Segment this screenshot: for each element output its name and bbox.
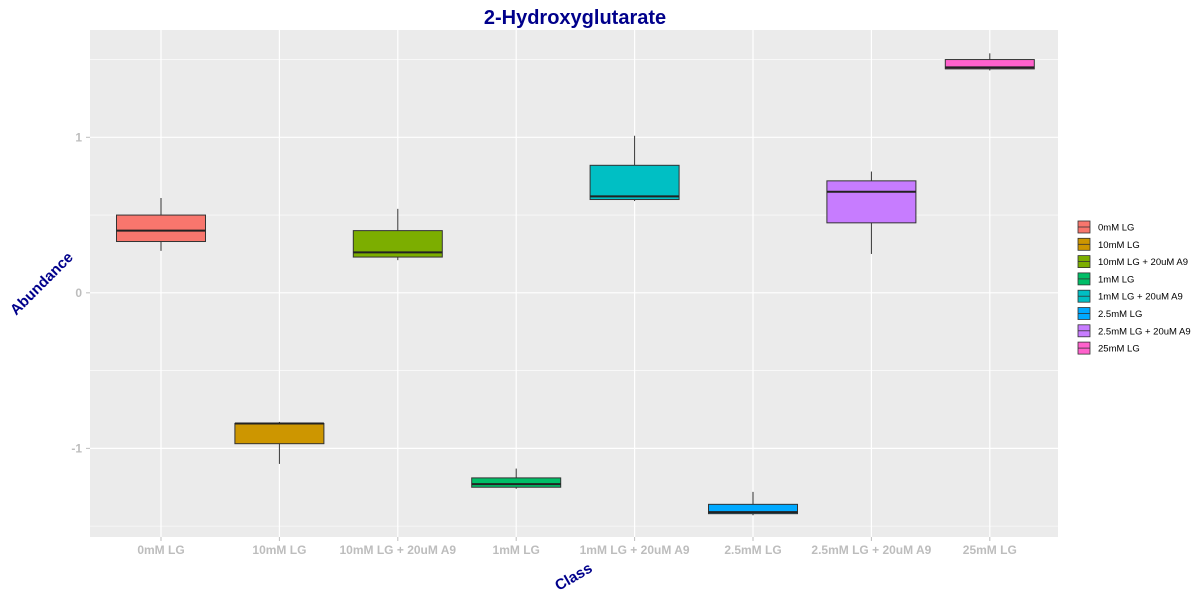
plot-panel	[90, 30, 1058, 537]
chart-title: 2-Hydroxyglutarate	[484, 7, 666, 29]
legend-item: 1mM LG + 20uM A9	[1077, 289, 1183, 303]
legend-label: 1mM LG	[1098, 274, 1134, 285]
box-6	[826, 171, 917, 254]
legend-label: 1mM LG + 20uM A9	[1098, 292, 1183, 303]
box-body	[826, 180, 917, 224]
x-tick-label: 1mM LG	[493, 543, 540, 557]
grid-lines	[90, 30, 1058, 537]
y-tick-label: 1	[75, 130, 82, 144]
y-axis-title: Abundance	[7, 249, 77, 319]
x-tick-label: 0mM LG	[137, 543, 184, 557]
legend-label: 25mM LG	[1098, 344, 1140, 355]
x-tick-label: 10mM LG + 20uM A9	[340, 543, 457, 557]
box-body	[234, 422, 325, 445]
box-body	[471, 477, 562, 488]
box-body	[708, 503, 798, 515]
legend-item: 2.5mM LG + 20uM A9	[1077, 324, 1191, 337]
box-body	[589, 164, 680, 201]
legend-item: 1mM LG	[1077, 272, 1134, 285]
box-body	[944, 59, 1035, 70]
x-tick-label: 2.5mM LG	[724, 543, 781, 557]
legend-label: 2.5mM LG + 20uM A9	[1098, 326, 1191, 337]
box-0	[116, 197, 206, 251]
y-axis-ticks: -1 0 1	[71, 130, 90, 455]
box-1	[234, 421, 325, 464]
box-7	[944, 53, 1035, 71]
x-tick-label: 10mM LG	[252, 543, 306, 557]
legend-item: 10mM LG + 20uM A9	[1077, 255, 1188, 268]
x-tick-label: 25mM LG	[963, 543, 1017, 557]
legend-label: 10mM LG	[1098, 240, 1140, 251]
box-5	[708, 491, 798, 516]
box-4	[589, 135, 680, 202]
x-axis-title: Class	[552, 560, 595, 595]
x-tick-label: 2.5mM LG + 20uM A9	[811, 543, 931, 557]
legend-label: 10mM LG + 20uM A9	[1098, 257, 1188, 268]
box-3	[471, 468, 562, 489]
y-tick-label: 0	[75, 286, 82, 300]
x-tick-label: 1mM LG + 20uM A9	[580, 543, 690, 557]
box-body	[116, 214, 206, 243]
legend-label: 0mM LG	[1098, 223, 1134, 234]
box-plots	[116, 53, 1035, 516]
legend-label: 2.5mM LG	[1098, 309, 1142, 320]
legend-item: 0mM LG	[1077, 220, 1134, 234]
legend-item: 25mM LG	[1077, 341, 1140, 355]
x-axis-ticks: 0mM LG 10mM LG 10mM LG + 20uM A9 1mM LG 1mM …	[137, 537, 1017, 557]
box-2	[352, 208, 443, 261]
legend: 0mM LG 10mM LG 10mM LG + 20uM A9 1mM LG 1mM …	[1077, 220, 1191, 355]
legend-item: 2.5mM LG	[1077, 307, 1142, 320]
legend-item: 10mM LG	[1077, 237, 1140, 251]
y-tick-label: -1	[71, 441, 82, 455]
